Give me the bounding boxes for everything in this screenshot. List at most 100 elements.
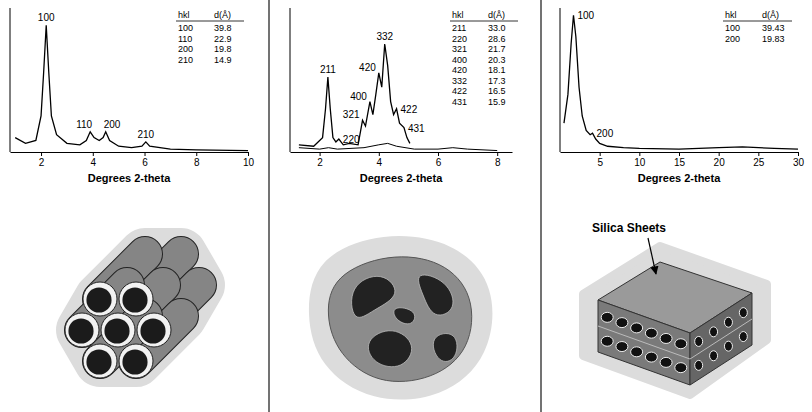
channel (660, 357, 672, 367)
x-tick-mark (679, 152, 680, 156)
x-tick: 20 (714, 152, 726, 168)
y-axis-line (560, 8, 561, 152)
table-header: hkl (178, 10, 190, 20)
xrd-line (299, 44, 410, 146)
cylinder-face (119, 344, 153, 378)
x-tick-label: 20 (714, 157, 726, 168)
cylinder-pore (68, 318, 93, 343)
channel (710, 351, 718, 361)
x-tick-mark (639, 152, 640, 156)
x-tick: 8 (495, 152, 501, 168)
sheet-top (598, 262, 752, 333)
channel (675, 339, 687, 349)
peak-label: 100 (577, 10, 594, 21)
x-tick: 8 (194, 152, 200, 168)
hkl-table: hkld(Å)10039.811022.920019.821014.9 (176, 10, 244, 65)
x-tick-label: 2 (317, 157, 323, 168)
annotation: Silica Sheets (592, 221, 666, 235)
cylinder-face (83, 344, 117, 378)
network-channel (368, 331, 411, 367)
table-cell: 321 (452, 44, 467, 54)
panel: 2468Degrees 2-theta211220321400420332422… (290, 8, 518, 184)
table-cell: 17.3 (488, 76, 506, 86)
table-cell: 20.3 (488, 55, 506, 65)
x-tick-mark (320, 152, 321, 156)
cylinder-face (83, 282, 117, 316)
x-tick: 2 (317, 152, 323, 168)
table-cell: 22.9 (214, 34, 232, 44)
x-tick: 5 (597, 152, 603, 168)
x-axis: 2468 (291, 152, 513, 168)
x-tick-label: 8 (194, 157, 200, 168)
cylinder-face (137, 313, 171, 347)
channel (695, 360, 703, 370)
peak-label: 200 (597, 128, 614, 139)
cylinder-pore (86, 287, 111, 312)
table-header: d(Å) (488, 10, 505, 20)
hkl-table: hkld(Å)21133.022028.632121.740020.342018… (450, 10, 518, 107)
x-tick: 10 (634, 152, 646, 168)
x-tick-mark (145, 152, 146, 156)
x-axis: 51015202530 (561, 152, 805, 168)
table-cell: 39.43 (762, 23, 785, 33)
x-tick-label: 10 (243, 157, 255, 168)
cubic-illustration (309, 236, 493, 399)
xrd-line (299, 143, 497, 150)
network-body (328, 257, 471, 382)
peak-label: 100 (38, 12, 55, 23)
channel (739, 308, 747, 318)
figure: 246810Degrees 2-theta100110200210hkld(Å)… (0, 0, 812, 412)
cylinder-pore (140, 318, 165, 343)
table-cell: 100 (725, 23, 740, 33)
x-axis: 246810 (11, 152, 255, 168)
annotation-arrow (648, 238, 656, 274)
peak-label: 420 (359, 62, 376, 73)
channel (616, 318, 628, 328)
peak-label: 200 (104, 119, 121, 130)
table-rule (450, 21, 518, 22)
table-cell: 39.8 (214, 23, 232, 33)
x-tick-mark (758, 152, 759, 156)
cylinder-pore (104, 318, 129, 343)
channel (695, 336, 703, 346)
x-tick-label: 6 (142, 157, 148, 168)
table-rule (723, 21, 792, 22)
y-axis-line (10, 8, 11, 152)
table-cell: 210 (178, 55, 193, 65)
x-tick-label: 5 (597, 157, 603, 168)
table-cell: 200 (178, 44, 193, 54)
channel (724, 317, 732, 327)
x-tick-mark (379, 152, 380, 156)
channel (631, 347, 643, 357)
y-axis-line (290, 8, 291, 152)
x-tick: 15 (674, 152, 686, 168)
channel (645, 328, 657, 338)
cylinder-pore (122, 287, 147, 312)
table-cell: 19.8 (214, 44, 232, 54)
cylinder-pore (86, 349, 111, 374)
sheet-line (598, 326, 690, 359)
x-axis-title: Degrees 2-theta (88, 172, 171, 184)
sheet-front (598, 300, 690, 385)
x-axis-line (11, 152, 249, 153)
x-tick: 25 (753, 152, 765, 168)
channel (616, 342, 628, 352)
panel-separator (268, 0, 270, 412)
x-tick-mark (41, 152, 42, 156)
network-channel (352, 276, 395, 317)
x-axis-title: Degrees 2-theta (638, 172, 721, 184)
hkl-table: hkld(Å)10039.4320019.83 (723, 10, 792, 44)
x-tick: 2 (39, 152, 45, 168)
table-header: d(Å) (214, 10, 231, 20)
peak-label: 210 (137, 129, 154, 140)
channel (675, 363, 687, 373)
x-tick: 6 (436, 152, 442, 168)
peak-label: 211 (320, 64, 336, 75)
table-header: hkl (725, 10, 737, 20)
table-cell: 33.0 (488, 23, 506, 33)
x-tick-mark (600, 152, 601, 156)
network-channel (419, 275, 453, 315)
table-cell: 200 (725, 34, 740, 44)
x-tick-label: 2 (39, 157, 45, 168)
table-rule (176, 21, 244, 22)
